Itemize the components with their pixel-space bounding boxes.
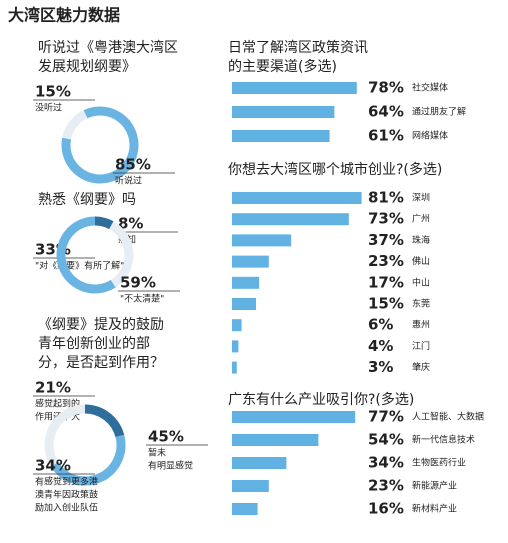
bar-category-label: 东莞	[412, 298, 430, 310]
bar	[232, 319, 242, 332]
bar-value-label: 6%	[368, 316, 393, 334]
chart-title: 你想去大湾区哪个城市创业?(多选)	[228, 161, 442, 178]
bar	[232, 434, 319, 446]
slice-label: 暂未	[148, 447, 166, 459]
donut-slice	[94, 216, 114, 230]
donut-slice	[109, 221, 134, 288]
chart-title: 广东有什么产业吸引你?(多选)	[228, 391, 414, 408]
bar	[232, 340, 239, 353]
page-title: 大湾区魅力数据	[8, 6, 120, 25]
bar	[232, 213, 349, 226]
bar-value-label: 15%	[368, 295, 404, 313]
bar-value-label: 61%	[368, 127, 404, 145]
bar-category-label: 新一代信息技术	[412, 434, 475, 446]
chart-title: 的主要渠道(多选)	[228, 58, 337, 75]
bar-category-label: 网络媒体	[412, 130, 448, 142]
bar-value-label: 64%	[368, 103, 404, 121]
bar-value-label: 78%	[368, 79, 404, 97]
slice-value-label: 8%	[118, 215, 143, 233]
bar-category-label: 江门	[412, 340, 430, 352]
bar	[232, 106, 335, 118]
donut-slice	[84, 404, 125, 438]
bar-value-label: 73%	[368, 210, 404, 228]
bar-category-label: 中山	[412, 276, 430, 288]
slice-label: 没听过	[35, 102, 62, 114]
bar	[232, 480, 269, 492]
bar-category-label: 通过朋友了解	[412, 106, 466, 118]
bar-value-label: 77%	[368, 408, 404, 426]
slice-value-label: 34%	[35, 457, 71, 475]
bar-value-label: 81%	[368, 189, 404, 207]
bar-category-label: 肇庆	[412, 361, 430, 373]
bar	[232, 411, 356, 423]
slice-label: 励加入创业队伍	[35, 502, 98, 514]
slice-label: 听说过	[115, 175, 142, 187]
bar-category-label: 佛山	[412, 255, 430, 267]
bar-value-label: 34%	[368, 454, 404, 472]
bar	[232, 298, 256, 310]
bar-value-label: 54%	[368, 431, 404, 449]
bar-value-label: 23%	[368, 252, 404, 270]
donut-slice	[61, 106, 139, 184]
bar-category-label: 新材料产业	[412, 503, 457, 515]
bar-value-label: 4%	[368, 337, 393, 355]
slice-label: 澳青年因政策鼓	[35, 489, 98, 501]
donut-slice	[44, 404, 86, 467]
bar	[232, 457, 287, 469]
bar-category-label: 新能源产业	[412, 480, 457, 492]
bar-value-label: 17%	[368, 273, 404, 291]
bar-category-label: 深圳	[412, 193, 430, 204]
chart-title: 听说过《粤港澳大湾区	[38, 39, 178, 56]
bar	[232, 130, 330, 142]
slice-label: 感觉起到的	[35, 398, 80, 410]
slice-label: "不太清楚"	[120, 293, 164, 305]
bar	[232, 276, 260, 289]
bar-category-label: 人工智能、大数据	[412, 411, 484, 423]
bar-category-label: 惠州	[412, 319, 430, 331]
bar-value-label: 23%	[368, 477, 404, 495]
bar-category-label: 生物医药行业	[412, 457, 466, 469]
chart-title: 日常了解湾区政策资讯	[228, 39, 368, 56]
slice-value-label: 85%	[115, 156, 151, 174]
chart-title: 分，是否起到作用？	[38, 355, 164, 371]
slice-value-label: 45%	[148, 428, 184, 446]
bar	[232, 192, 362, 204]
bar-value-label: 16%	[368, 500, 404, 518]
chart-title: 《纲要》提及的鼓励	[38, 317, 164, 333]
bar-value-label: 37%	[368, 231, 404, 249]
bar-value-label: 3%	[368, 358, 393, 376]
bar-category-label: 珠海	[412, 234, 430, 246]
bar	[232, 361, 237, 374]
chart-title: 熟悉《纲要》吗	[38, 192, 136, 208]
slice-value-label: 59%	[120, 274, 156, 292]
slice-value-label: 21%	[35, 379, 71, 397]
bar-category-label: 社交媒体	[412, 82, 448, 94]
bar	[232, 503, 258, 515]
bar	[232, 234, 292, 247]
slice-label: "对《纲要》有所了解"	[35, 260, 124, 272]
chart-title: 青年创新创业的部	[38, 336, 150, 352]
donut-slice	[62, 110, 88, 140]
donut-slice	[56, 216, 116, 294]
slice-value-label: 15%	[35, 83, 71, 101]
bar	[232, 255, 269, 268]
bar	[232, 82, 357, 94]
chart-title: 发展规划纲要》	[38, 59, 136, 75]
slice-label: 有明显感觉	[148, 460, 193, 472]
slice-label: 有感觉到更多港	[35, 476, 98, 488]
bar-category-label: 广州	[412, 213, 430, 225]
